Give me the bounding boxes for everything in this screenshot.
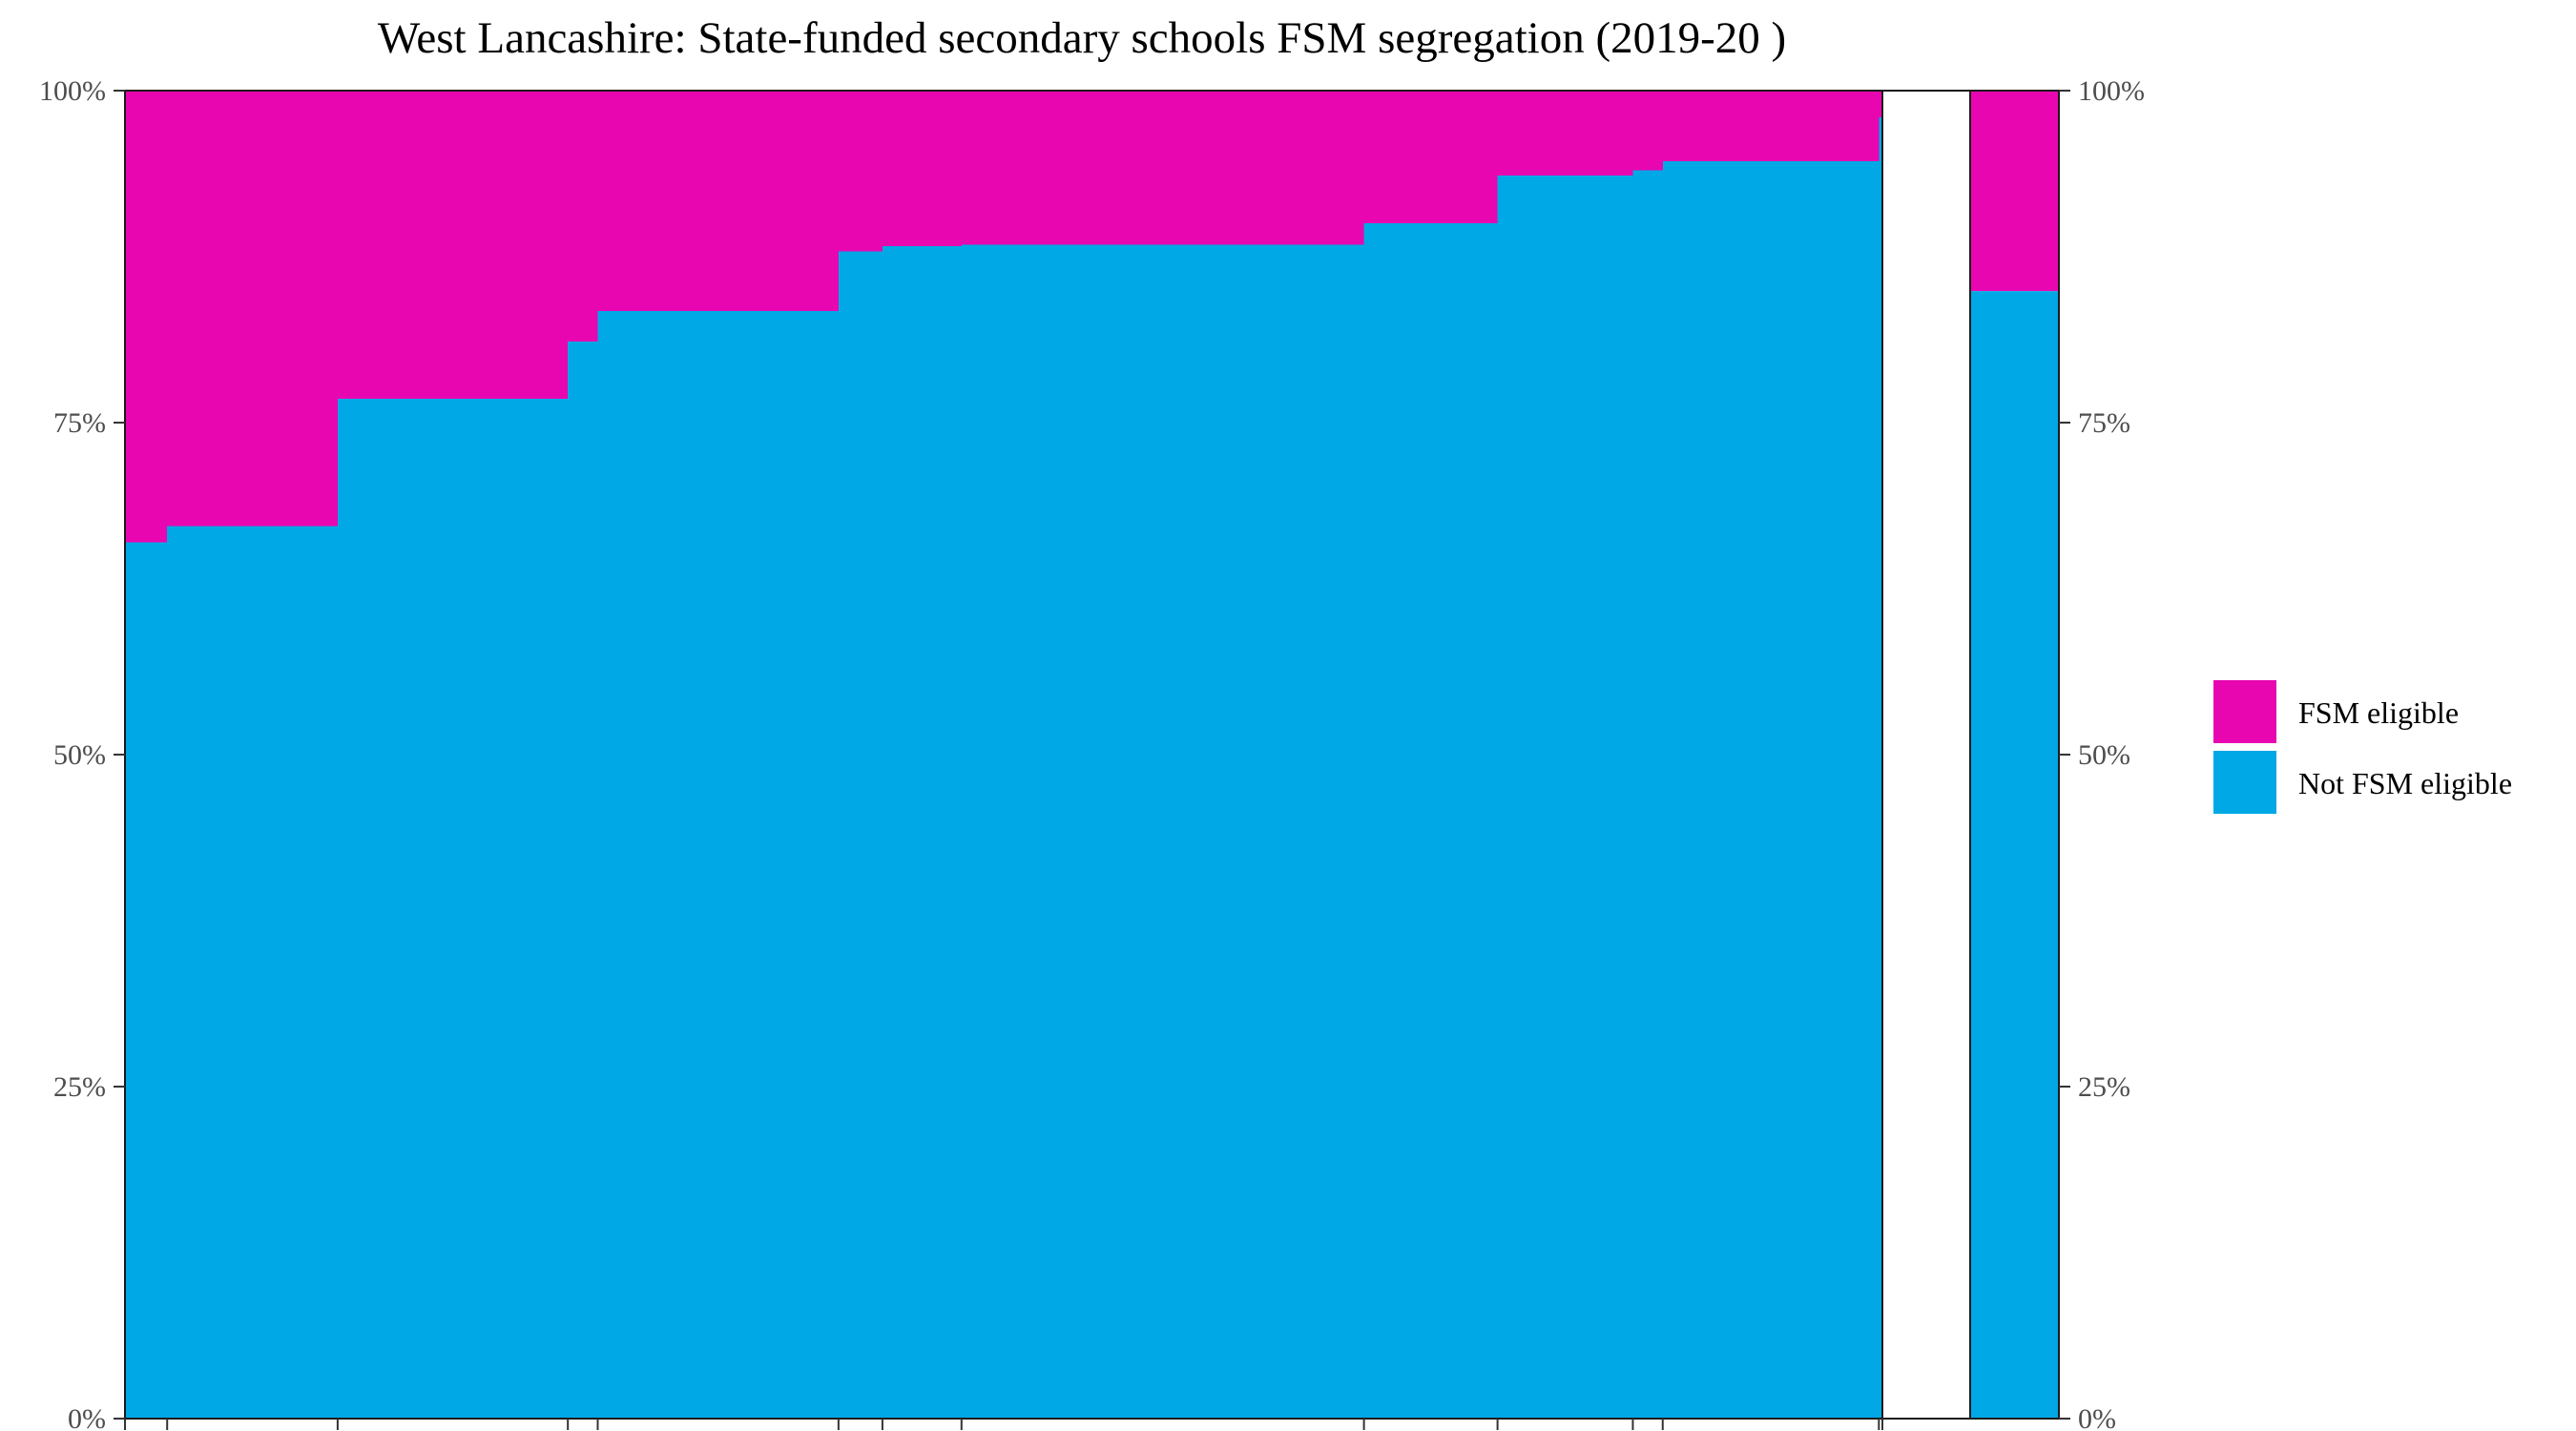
school-bar-fsm-11 bbox=[1632, 91, 1664, 171]
y-tick-label-right-75: 75% bbox=[2078, 407, 2130, 439]
y-tick-label-right-50: 50% bbox=[2078, 739, 2130, 771]
schools-panel bbox=[125, 91, 1883, 1420]
overall-panel bbox=[1970, 91, 2059, 1419]
school-bar-not-fsm-4 bbox=[568, 342, 599, 1419]
school-bar-fsm-7 bbox=[882, 91, 963, 246]
y-tick-label-left-75: 75% bbox=[53, 407, 106, 439]
school-bar-fsm-8 bbox=[961, 91, 1365, 245]
school-bar-not-fsm-7 bbox=[882, 245, 963, 1419]
y-tick-label-left-25: 25% bbox=[53, 1071, 106, 1103]
school-bar-not-fsm-12 bbox=[1662, 160, 1880, 1419]
y-tick-label-right-0: 0% bbox=[2078, 1403, 2116, 1431]
school-bar-not-fsm-10 bbox=[1497, 176, 1634, 1419]
chart-title: West Lancashire: State-funded secondary … bbox=[378, 13, 1786, 63]
school-bar-not-fsm-13 bbox=[1879, 116, 1883, 1420]
y-axis-right: 0% 25% 50% 75% 100% bbox=[2059, 75, 2145, 1431]
school-bar-fsm-2 bbox=[167, 91, 339, 527]
overall-bar-not-fsm bbox=[1970, 291, 2059, 1419]
school-bar-fsm-9 bbox=[1363, 91, 1499, 224]
school-bar-not-fsm-1 bbox=[125, 542, 168, 1419]
legend-key-not-fsm-eligible bbox=[2213, 751, 2276, 814]
legend-key-fsm-eligible bbox=[2213, 680, 2276, 743]
gap-panel-background bbox=[1881, 90, 1971, 1420]
school-bar-fsm-1 bbox=[125, 91, 168, 543]
y-tick-label-right-25: 25% bbox=[2078, 1071, 2130, 1103]
school-bar-not-fsm-9 bbox=[1363, 223, 1499, 1420]
gap-panel bbox=[1881, 90, 1971, 1420]
legend-label-not-fsm-eligible: Not FSM eligible bbox=[2298, 766, 2512, 800]
legend-label-fsm-eligible: FSM eligible bbox=[2298, 695, 2459, 730]
school-bar-fsm-4 bbox=[568, 91, 599, 342]
y-tick-label-right-100: 100% bbox=[2078, 75, 2145, 107]
overall-bar-fsm bbox=[1970, 91, 2059, 292]
school-bar-not-fsm-2 bbox=[167, 526, 339, 1419]
school-bar-not-fsm-5 bbox=[597, 311, 840, 1419]
school-bar-fsm-3 bbox=[337, 91, 569, 399]
school-bar-fsm-13 bbox=[1879, 91, 1883, 117]
school-bar-fsm-12 bbox=[1662, 91, 1880, 161]
legend: FSM eligible Not FSM eligible bbox=[2213, 680, 2512, 814]
y-tick-label-left-50: 50% bbox=[53, 739, 106, 771]
school-bar-not-fsm-11 bbox=[1632, 170, 1664, 1419]
y-tick-label-left-100: 100% bbox=[39, 75, 106, 107]
school-bar-not-fsm-6 bbox=[838, 251, 883, 1419]
school-bar-fsm-10 bbox=[1497, 91, 1634, 176]
x-axis-ticks bbox=[124, 1419, 1883, 1430]
school-bar-fsm-6 bbox=[838, 91, 883, 252]
school-bar-not-fsm-8 bbox=[961, 244, 1365, 1420]
y-axis-left: 0% 25% 50% 75% 100% bbox=[39, 75, 125, 1431]
y-tick-label-left-0: 0% bbox=[68, 1403, 106, 1431]
school-bar-not-fsm-3 bbox=[337, 398, 569, 1420]
school-bar-fsm-5 bbox=[597, 91, 840, 312]
